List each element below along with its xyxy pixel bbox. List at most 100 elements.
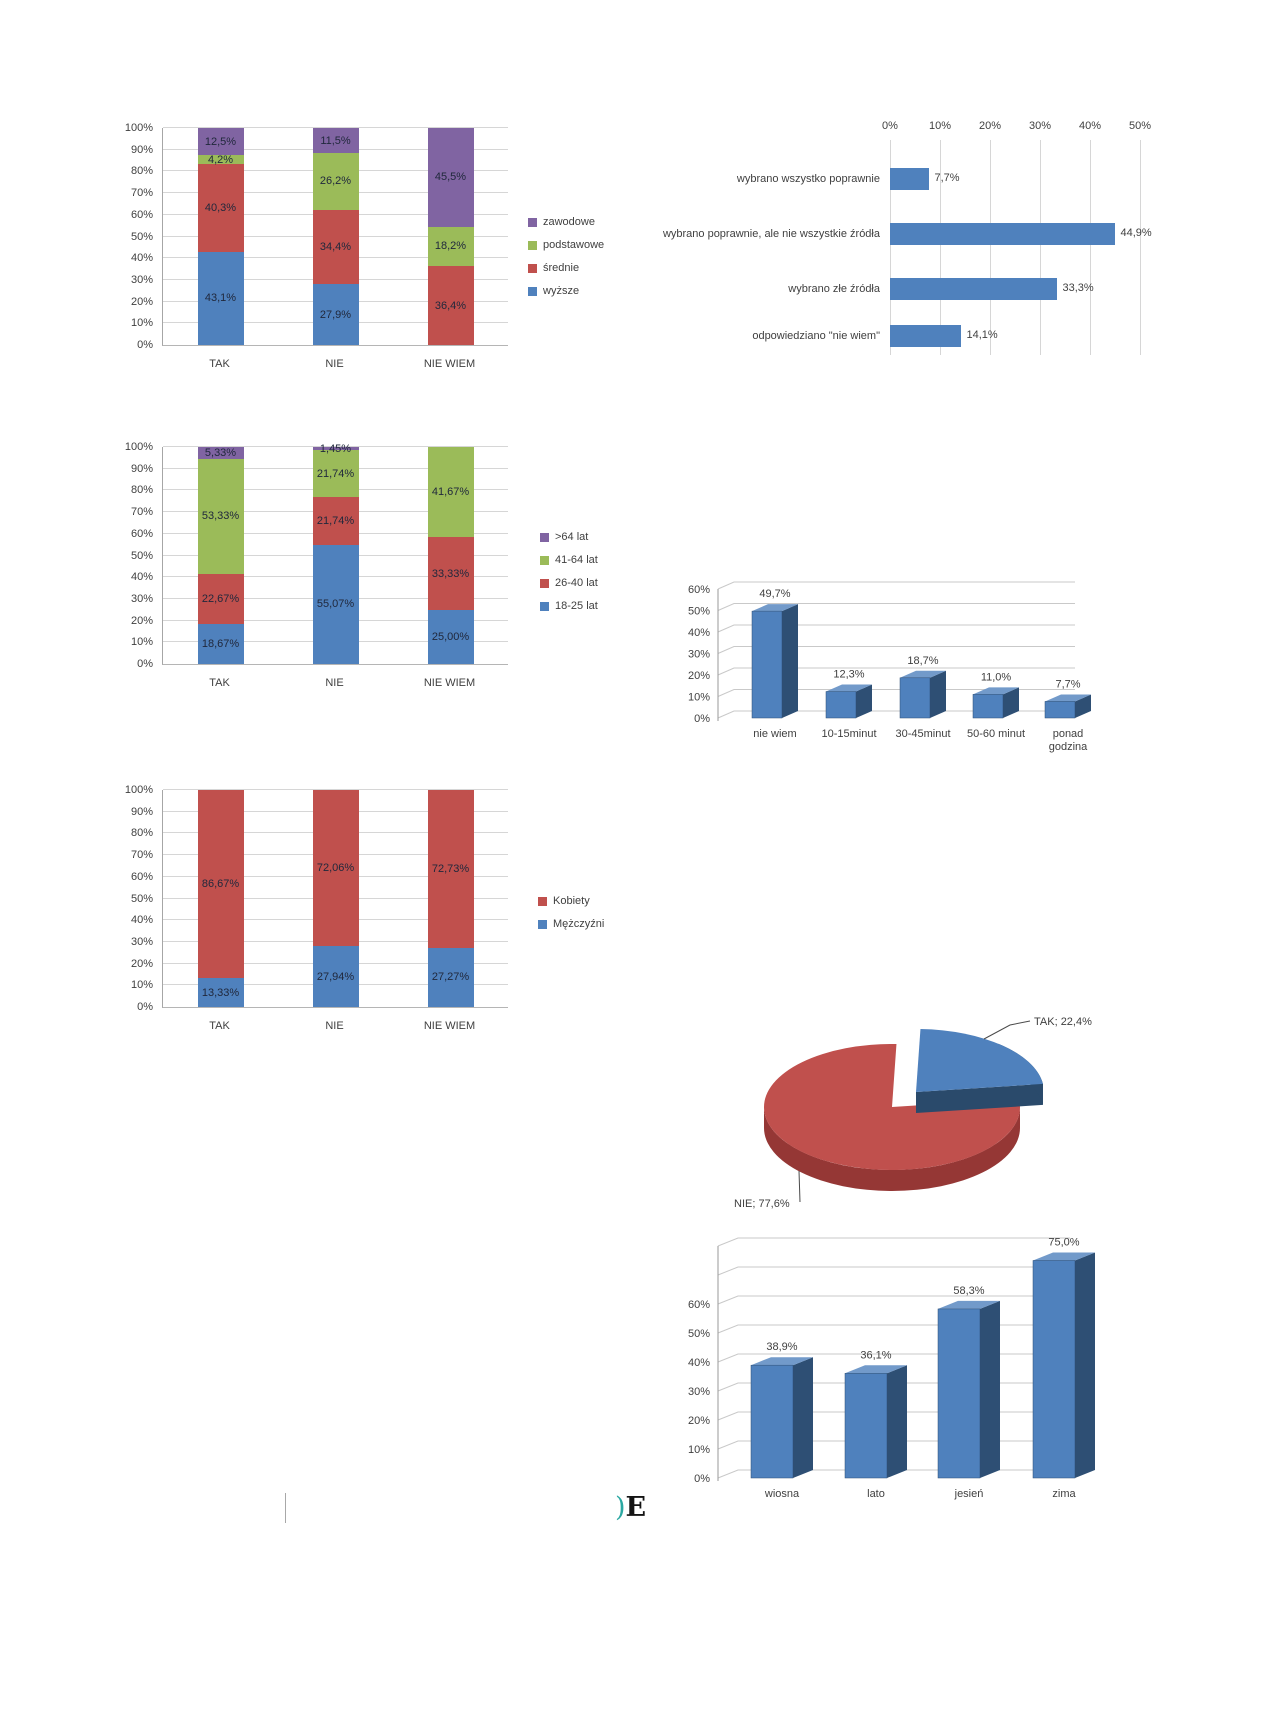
segment-value-label: 18,67%: [201, 637, 240, 650]
y-axis-tick: 50%: [130, 892, 153, 905]
category-label: wybrano poprawnie, ale nie wszystkie źró…: [662, 227, 880, 240]
legend-label: podstawowe: [543, 239, 605, 251]
gridline: [717, 603, 1075, 611]
bar-side-face: [980, 1300, 1000, 1478]
legend-label: zawodowe: [543, 216, 595, 228]
bar-top-face: [752, 604, 798, 612]
y-axis-tick: 10%: [130, 317, 153, 330]
category-label: wybrano wszystko poprawnie: [736, 172, 880, 185]
gridline: [717, 689, 1075, 697]
bar-front-face: [825, 691, 857, 719]
footer-logo-arc: ): [615, 1492, 626, 1523]
bar-top-face: [900, 670, 946, 678]
segment-value-label: 27,94%: [316, 970, 355, 983]
bar-segment: 18,2%: [427, 226, 474, 267]
bar-segment: 12,5%: [197, 128, 244, 156]
y-axis-tick: 50%: [688, 1328, 710, 1340]
bar-segment: 33,33%: [427, 537, 474, 610]
gridline: [1040, 140, 1041, 355]
bar-value-label: 58,3%: [953, 1285, 984, 1297]
legend-swatch: [540, 578, 549, 588]
legend: >64 lat 41-64 lat 26-40 lat 18-25 lat: [540, 531, 598, 623]
segment-value-label: 21,74%: [316, 514, 355, 527]
gridline: [717, 646, 1075, 654]
segment-value-label: 18,2%: [434, 240, 467, 253]
legend-item: Mężczyźni: [538, 918, 604, 930]
pie-slice-label-nie: NIE; 77,6%: [734, 1198, 790, 1210]
bar-segment: 72,06%: [312, 790, 359, 947]
gridline: [717, 710, 1075, 719]
y-axis-tick: 10%: [130, 979, 153, 992]
x-axis-tick: 10%: [928, 120, 952, 132]
pie-nie-rim: [764, 1107, 1020, 1191]
bar-front-face: [1044, 701, 1076, 719]
y-axis-tick: 100%: [124, 441, 153, 453]
x-axis-label: NIE: [325, 358, 344, 370]
bar-stack: 27,27% 72,73%: [427, 790, 474, 1007]
bar-side-face: [887, 1365, 907, 1478]
x-axis-label: NIE: [325, 1020, 344, 1032]
bar-value-label: 44,9%: [1120, 227, 1152, 239]
y-axis-tick: 0%: [137, 658, 153, 670]
y-axis-tick: 10%: [688, 692, 710, 704]
x-axis-label: 50-60 minut: [967, 728, 1025, 740]
bar-segment: 26,2%: [312, 152, 359, 210]
segment-value-label: 13,33%: [201, 986, 240, 999]
bar-segment: 27,27%: [427, 947, 474, 1007]
legend-label: >64 lat: [555, 531, 589, 543]
gridline: [990, 140, 991, 355]
plot-area: 13,33% 86,67% 27,94% 72,06% 27,27% 72,73%: [162, 789, 508, 1008]
bar-front-face: [899, 677, 931, 719]
legend-swatch: [528, 240, 537, 250]
bar-top-face: [1045, 694, 1091, 702]
y-axis-tick: 40%: [688, 1357, 710, 1369]
y-axis-tick: 80%: [130, 484, 153, 497]
legend-item: średnie: [528, 262, 604, 274]
bar-segment: 27,9%: [312, 284, 359, 345]
y-axis-tick: 40%: [130, 571, 153, 584]
bar-top-face: [1033, 1252, 1095, 1261]
x-axis-label: wiosna: [764, 1488, 800, 1500]
bar-top-face: [845, 1365, 907, 1374]
y-axis-tick: 40%: [688, 627, 710, 639]
chart-tak-nie-pie: TAK; 22,4% NIE; 77,6%: [630, 985, 1110, 1230]
bar-front-face: [844, 1373, 888, 1479]
x-axis-label: nie wiem: [753, 728, 796, 740]
pie3d-canvas: TAK; 22,4% NIE; 77,6%: [734, 1016, 1092, 1210]
x-axis-tick: 0%: [882, 120, 898, 132]
footer-logo-letter: E: [625, 1492, 647, 1523]
y-axis-tick: 90%: [130, 143, 153, 156]
y-axis-tick: 0%: [694, 713, 710, 725]
segment-value-label: 43,1%: [204, 292, 237, 305]
legend-label: Mężczyźni: [553, 918, 605, 930]
segment-value-label: 41,67%: [431, 486, 470, 499]
x-axis-label: TAK: [209, 358, 230, 370]
legend-swatch: [528, 217, 537, 227]
legend-item: 41-64 lat: [540, 554, 598, 566]
y-axis-tick: 50%: [130, 549, 153, 562]
bar-side-face: [1075, 1252, 1095, 1478]
legend-item: 18-25 lat: [540, 600, 598, 612]
legend-swatch: [528, 286, 537, 296]
bar-side-face: [782, 604, 798, 718]
footer-divider: [285, 1493, 286, 1523]
y-axis-tick: 70%: [130, 506, 153, 519]
bar-value-label: 38,9%: [766, 1341, 797, 1353]
pie-slice-label-tak: TAK; 22,4%: [1034, 1016, 1092, 1028]
bar-top-face: [751, 1357, 813, 1366]
y-axis-tick: 90%: [130, 805, 153, 818]
bar-value-label: 7,7%: [934, 172, 960, 184]
bar-side-face: [1075, 694, 1091, 718]
tak-leader-line: [983, 1020, 1031, 1040]
x-axis-tick: 50%: [1128, 120, 1152, 132]
legend-label: Kobiety: [553, 895, 590, 907]
x-axis-tick: 20%: [978, 120, 1002, 132]
y-axis-tick: 0%: [694, 1473, 710, 1485]
bar-segment: 72,73%: [427, 790, 474, 948]
bar: [890, 325, 961, 347]
x-axis-label: NIE WIEM: [423, 1020, 476, 1032]
bar: [890, 168, 929, 190]
y-axis-tick: 100%: [124, 784, 153, 796]
chart-reading-time: 60% 50% 40% 30% 20% 10% 0% 49,7% nie wiem 12,3% 10…: [625, 520, 1095, 755]
bar: [890, 223, 1115, 245]
